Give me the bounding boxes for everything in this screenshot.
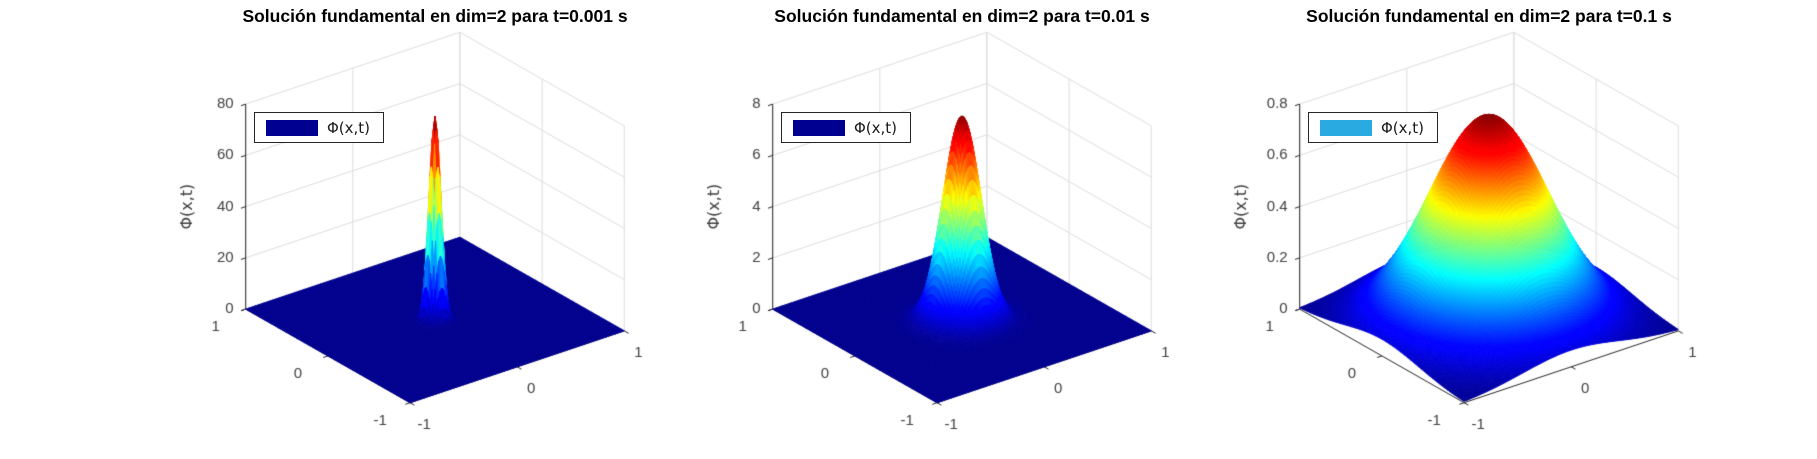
- legend-box: Φ(x,t): [1308, 112, 1438, 143]
- surface-plot-canvas: [677, 0, 1217, 459]
- legend-label: Φ(x,t): [854, 118, 898, 137]
- plot-title: Solución fundamental en dim=2 para t=0.0…: [774, 6, 1150, 26]
- subplot-t-0.1: Solución fundamental en dim=2 para t=0.1…: [1204, 0, 1744, 459]
- legend-swatch: [266, 119, 318, 136]
- legend-swatch: [793, 119, 845, 136]
- legend-box: Φ(x,t): [254, 112, 384, 143]
- legend-label: Φ(x,t): [327, 118, 371, 137]
- surface-plot-canvas: [150, 0, 690, 459]
- subplot-t-0.01: Solución fundamental en dim=2 para t=0.0…: [677, 0, 1217, 459]
- surface-plot-canvas: [1204, 0, 1744, 459]
- subplot-t-0.001: Solución fundamental en dim=2 para t=0.0…: [150, 0, 690, 459]
- plot-title: Solución fundamental en dim=2 para t=0.0…: [242, 6, 628, 26]
- legend-label: Φ(x,t): [1381, 118, 1425, 137]
- legend-box: Φ(x,t): [781, 112, 911, 143]
- plot-title: Solución fundamental en dim=2 para t=0.1…: [1306, 6, 1672, 26]
- legend-swatch: [1320, 119, 1372, 136]
